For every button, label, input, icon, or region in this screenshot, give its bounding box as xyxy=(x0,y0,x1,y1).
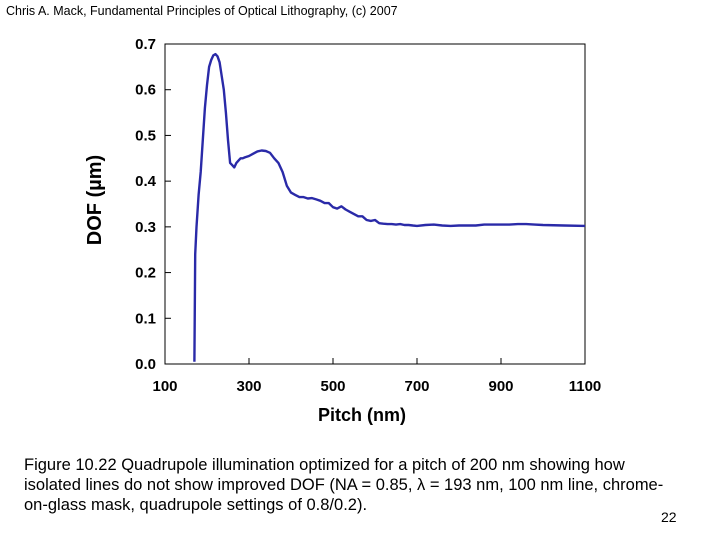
y-tick-label: 0.3 xyxy=(135,219,156,236)
x-tick-label: 300 xyxy=(236,378,261,395)
y-tick-label: 0.1 xyxy=(135,310,156,327)
y-tick-label: 0.2 xyxy=(135,265,156,282)
y-tick-label: 0.6 xyxy=(135,82,156,99)
dof-series-line xyxy=(193,52,586,362)
y-tick-label: 0.7 xyxy=(135,36,156,53)
x-tick-label: 900 xyxy=(488,378,513,395)
y-tick-label: 0.0 xyxy=(135,356,156,373)
y-tick-label: 0.5 xyxy=(135,127,156,144)
x-tick-label: 700 xyxy=(404,378,429,395)
slide-header: Chris A. Mack, Fundamental Principles of… xyxy=(6,4,398,18)
page-number: 22 xyxy=(661,509,677,525)
x-tick-label: 500 xyxy=(320,378,345,395)
x-tick-label: 100 xyxy=(152,378,177,395)
x-tick-label: 1100 xyxy=(569,378,602,395)
x-axis-label: Pitch (nm) xyxy=(318,405,406,425)
figure-caption: Figure 10.22 Quadrupole illumination opt… xyxy=(24,456,664,514)
plot-frame xyxy=(164,43,586,365)
dof-vs-pitch-chart: 100 300 500 700 900 1100 0.00.10.20.30.40.50.… xyxy=(84,36,601,425)
x-axis-ticks: 100 300 500 700 900 1100 xyxy=(152,358,601,395)
y-tick-label: 0.4 xyxy=(135,173,157,190)
y-axis-label: DOF (µm) xyxy=(84,155,106,245)
y-axis-ticks: 0.0 0.1 0.2 0.3 0.4 0.5 0.6 0.7 xyxy=(135,36,171,373)
